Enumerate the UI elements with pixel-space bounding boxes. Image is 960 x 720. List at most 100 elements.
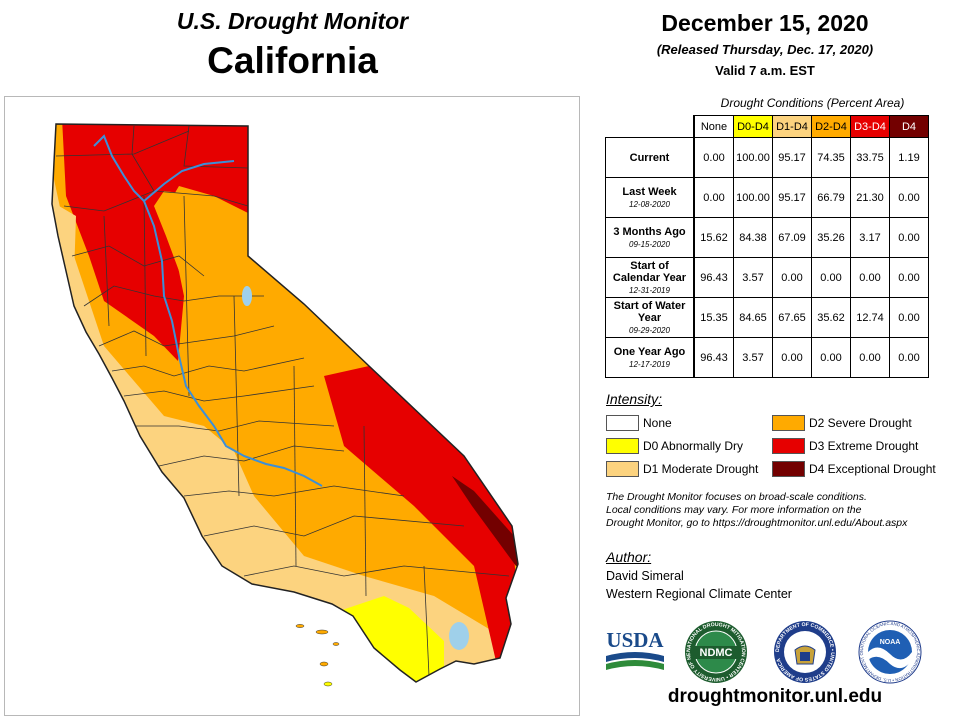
noaa-logo: NATIONAL OCEANIC AND ATMOSPHERIC ADMINIS… xyxy=(858,620,922,684)
d3-extreme-region-east xyxy=(324,366,518,682)
table-cell: 66.79 xyxy=(811,177,851,218)
california-outline xyxy=(51,123,519,683)
table-cell: 100.00 xyxy=(733,177,773,218)
table-title: Drought Conditions (Percent Area) xyxy=(720,96,905,110)
map-date: December 15, 2020 xyxy=(661,10,869,36)
table-cell: 3.57 xyxy=(733,337,773,378)
legend-label-d2: D2 Severe Drought xyxy=(809,416,912,430)
table-cell: 84.38 xyxy=(733,217,773,258)
table-corner xyxy=(605,115,695,138)
table-cell: 1.19 xyxy=(889,137,929,178)
valid-time: Valid 7 a.m. EST xyxy=(715,63,815,78)
table-row-start-of-water-year: Start of Water Year 09-29-2020 15.35 84.… xyxy=(605,297,929,338)
table-row-one-year-ago: One Year Ago 12-17-2019 96.43 3.57 0.00 … xyxy=(605,337,929,378)
channel-island xyxy=(295,624,305,628)
map-frame xyxy=(4,96,580,716)
legend-swatch-d2 xyxy=(772,415,805,431)
channel-island xyxy=(315,629,329,635)
table-cell: 3.57 xyxy=(733,257,773,298)
map-subtitle: U.S. Drought Monitor xyxy=(176,8,409,34)
lake-tahoe xyxy=(242,286,252,306)
table-cell: 0.00 xyxy=(850,337,890,378)
pit-river xyxy=(143,160,235,202)
table-cell: 0.00 xyxy=(693,177,734,218)
table-cell: 35.26 xyxy=(811,217,851,258)
author-title: Author: xyxy=(606,549,652,565)
site-url-link[interactable]: droughtmonitor.unl.edu xyxy=(667,686,883,707)
row-date: 09-15-2020 xyxy=(629,240,670,249)
county-boundaries xyxy=(55,125,510,677)
table-cell: 67.09 xyxy=(772,217,812,258)
table-cell: 0.00 xyxy=(811,337,851,378)
row-date: 09-29-2020 xyxy=(629,326,670,335)
d1-coast-region xyxy=(59,206,76,276)
col-header-d3-d4: D3-D4 xyxy=(850,115,890,138)
d2-inland-region xyxy=(154,191,214,276)
california-drought-map xyxy=(51,123,519,687)
ndmc-banner xyxy=(694,646,738,659)
legend-swatch-d3 xyxy=(772,438,805,454)
table-row-current: Current 0.00 100.00 95.17 74.35 33.75 1.… xyxy=(605,137,929,178)
table-cell: 12.74 xyxy=(850,297,890,338)
d3-extreme-region-north xyxy=(62,124,264,361)
row-date: 12-17-2019 xyxy=(629,360,670,369)
row-date: 12-31-2019 xyxy=(629,286,670,295)
table-header-row: None D0-D4 D1-D4 D2-D4 D3-D4 D4 xyxy=(605,115,929,138)
col-header-d1-d4: D1-D4 xyxy=(772,115,812,138)
table-cell: 35.62 xyxy=(811,297,851,338)
table-cell: 21.30 xyxy=(850,177,890,218)
table-cell: 100.00 xyxy=(733,137,773,178)
table-row-last-week: Last Week 12-08-2020 0.00 100.00 95.17 6… xyxy=(605,177,929,218)
table-cell: 0.00 xyxy=(889,337,929,378)
legend-label-none: None xyxy=(643,416,672,430)
table-row-3-months-ago: 3 Months Ago 09-15-2020 15.62 84.38 67.0… xyxy=(605,217,929,258)
row-label: Current xyxy=(605,137,695,178)
table-cell: 0.00 xyxy=(772,337,812,378)
author-name: David Simeral xyxy=(606,569,684,583)
row-label: Last Week 12-08-2020 xyxy=(605,177,695,218)
note-line: Drought Monitor, go to https://droughtmo… xyxy=(606,517,908,529)
salton-sea xyxy=(449,622,469,650)
row-label: Start of Water Year 09-29-2020 xyxy=(605,297,695,338)
table-cell: 95.17 xyxy=(772,137,812,178)
col-header-d0-d4: D0-D4 xyxy=(733,115,773,138)
note-line: Local conditions may vary. For more info… xyxy=(606,504,862,516)
table-cell: 84.65 xyxy=(733,297,773,338)
channel-island xyxy=(323,681,333,687)
row-label-text: Last Week xyxy=(622,186,677,198)
channel-island xyxy=(332,642,340,646)
col-header-d2-d4: D2-D4 xyxy=(811,115,851,138)
table-row-start-of-calendar-year: Start of Calendar Year 12-31-2019 96.43 … xyxy=(605,257,929,298)
noaa-logo-text: NOAA xyxy=(880,639,901,646)
legend-label-d1: D1 Moderate Drought xyxy=(643,462,759,476)
table-cell: 95.17 xyxy=(772,177,812,218)
shield-panel-icon xyxy=(800,652,810,661)
usda-hill-icon xyxy=(606,652,664,662)
row-label-text: Start of Water Year xyxy=(613,300,686,324)
channel-island xyxy=(319,661,329,667)
legend-swatch-d0 xyxy=(606,438,639,454)
release-date: (Released Thursday, Dec. 17, 2020) xyxy=(656,42,874,57)
legend-swatch-d4 xyxy=(772,461,805,477)
col-header-none: None xyxy=(693,115,734,138)
row-label: 3 Months Ago 09-15-2020 xyxy=(605,217,695,258)
row-label-text: Current xyxy=(629,151,670,164)
table-cell: 0.00 xyxy=(772,257,812,298)
ndmc-logo-text: NDMC xyxy=(700,647,733,659)
table-cell: 3.17 xyxy=(850,217,890,258)
commerce-seal-logo: DEPARTMENT OF COMMERCE • UNITED STATES O… xyxy=(774,621,836,683)
disclaimer-note: The Drought Monitor focuses on broad-sca… xyxy=(606,491,951,530)
usda-logo-text: USDA xyxy=(606,628,664,652)
ndmc-logo: NATIONAL DROUGHT MITIGATION CENTER • UNI… xyxy=(684,620,747,683)
noaa-bird-icon xyxy=(868,647,912,669)
legend-label-d4: D4 Exceptional Drought xyxy=(809,462,936,476)
drought-conditions-table: None D0-D4 D1-D4 D2-D4 D3-D4 D4 Current … xyxy=(605,115,929,378)
row-label-text: Start of Calendar Year xyxy=(612,260,687,284)
usda-field-icon xyxy=(606,660,664,670)
usda-logo: USDA xyxy=(606,628,664,670)
table-cell: 33.75 xyxy=(850,137,890,178)
row-label-text: One Year Ago xyxy=(613,346,686,358)
table-cell: 0.00 xyxy=(850,257,890,298)
legend-label-d0: D0 Abnormally Dry xyxy=(643,439,744,453)
intensity-title: Intensity: xyxy=(606,391,663,407)
